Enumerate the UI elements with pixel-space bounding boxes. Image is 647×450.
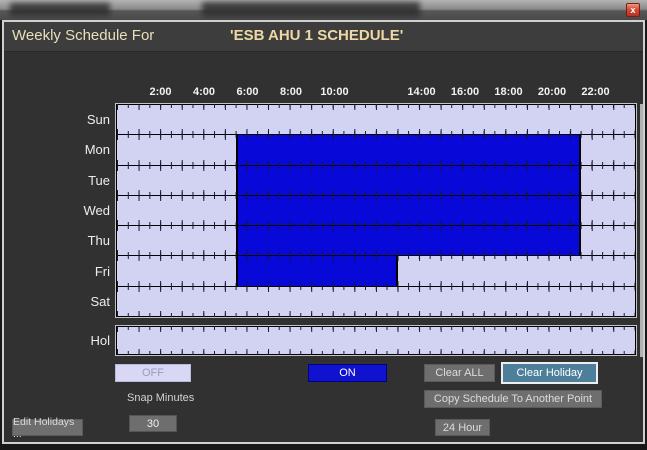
schedule-row-hol[interactable] bbox=[117, 326, 635, 355]
tick-marks bbox=[117, 312, 635, 317]
day-labels: Sun Mon Tue Wed Thu Fri Sat bbox=[56, 103, 111, 318]
header-band: Weekly Schedule For 'ESB AHU 1 SCHEDULE' bbox=[4, 22, 643, 52]
clear-all-button[interactable]: Clear ALL bbox=[424, 364, 495, 382]
clear-holiday-button[interactable]: Clear Holiday bbox=[501, 362, 598, 384]
window-title-blurred-center bbox=[202, 2, 420, 17]
on-period-fri[interactable] bbox=[235, 256, 398, 286]
tick-marks bbox=[117, 104, 635, 108]
window-title-blurred-left bbox=[10, 3, 110, 16]
tick-marks bbox=[117, 326, 635, 330]
schedule-row-wed[interactable] bbox=[117, 194, 635, 227]
off-button[interactable]: OFF bbox=[115, 364, 191, 382]
close-icon[interactable]: x bbox=[626, 3, 640, 17]
time-axis-label: 18:00 bbox=[494, 86, 523, 98]
tick-marks bbox=[117, 104, 635, 110]
24-hour-button[interactable]: 24 Hour bbox=[435, 419, 490, 436]
schedule-row-thu[interactable] bbox=[117, 225, 635, 257]
tick-marks bbox=[117, 351, 635, 355]
snap-minutes-label: Snap Minutes bbox=[127, 392, 195, 404]
tick-marks bbox=[117, 310, 635, 317]
header-label: Weekly Schedule For bbox=[12, 27, 155, 44]
schedule-row-sat[interactable] bbox=[117, 285, 635, 317]
on-button[interactable]: ON bbox=[308, 364, 387, 382]
time-axis-label: 8:00 bbox=[279, 86, 303, 98]
time-axis-label: 16:00 bbox=[450, 86, 480, 98]
edit-holidays-button[interactable]: Edit Holidays ... bbox=[12, 416, 83, 440]
copy-schedule-button[interactable]: Copy Schedule To Another Point bbox=[424, 390, 602, 408]
day-label-wed: Wed bbox=[83, 202, 111, 218]
day-label-fri: Fri bbox=[94, 263, 110, 279]
holiday-grid[interactable] bbox=[115, 325, 637, 356]
tick-marks bbox=[117, 285, 635, 290]
snap-minutes-input[interactable] bbox=[129, 415, 177, 432]
day-label-thu: Thu bbox=[87, 233, 110, 249]
day-label-tue: Tue bbox=[88, 172, 110, 188]
tick-marks bbox=[117, 285, 635, 292]
time-axis-label: 6:00 bbox=[236, 86, 259, 98]
schedule-row-sun[interactable] bbox=[117, 104, 635, 136]
time-axis-label: 20:00 bbox=[537, 86, 567, 98]
time-axis-label: 4:00 bbox=[192, 86, 216, 98]
time-axis-label: 14:00 bbox=[407, 86, 436, 98]
day-label-mon: Mon bbox=[84, 142, 110, 158]
schedule-row-mon[interactable] bbox=[117, 134, 635, 166]
time-axis-label: 10:00 bbox=[320, 86, 349, 98]
on-period-thu[interactable] bbox=[235, 226, 582, 256]
week-grid[interactable] bbox=[115, 103, 637, 318]
day-label-hol: Hol bbox=[90, 333, 110, 348]
on-period-tue[interactable] bbox=[235, 165, 582, 195]
right-scroll-strip bbox=[640, 104, 643, 357]
schedule-row-fri[interactable] bbox=[117, 255, 635, 287]
time-axis-label: 22:00 bbox=[581, 86, 610, 98]
on-period-mon[interactable] bbox=[235, 135, 582, 165]
time-axis-label: 2:00 bbox=[149, 86, 172, 98]
window-titlebar[interactable] bbox=[0, 0, 647, 20]
holiday-label-box: Hol bbox=[56, 325, 110, 356]
day-label-sat: Sat bbox=[90, 293, 110, 309]
day-label-sun: Sun bbox=[86, 112, 110, 128]
tick-marks bbox=[117, 349, 635, 355]
schedule-row-tue[interactable] bbox=[117, 164, 635, 196]
schedule-dialog: Weekly Schedule For 'ESB AHU 1 SCHEDULE'… bbox=[2, 20, 645, 444]
on-period-wed[interactable] bbox=[235, 195, 582, 226]
schedule-name: 'ESB AHU 1 SCHEDULE' bbox=[230, 27, 404, 44]
time-axis: 2:00 4:00 6:00 8:00 10:00 14:00 16:00 18:00 20:0… bbox=[117, 86, 639, 100]
tick-marks bbox=[117, 326, 635, 332]
